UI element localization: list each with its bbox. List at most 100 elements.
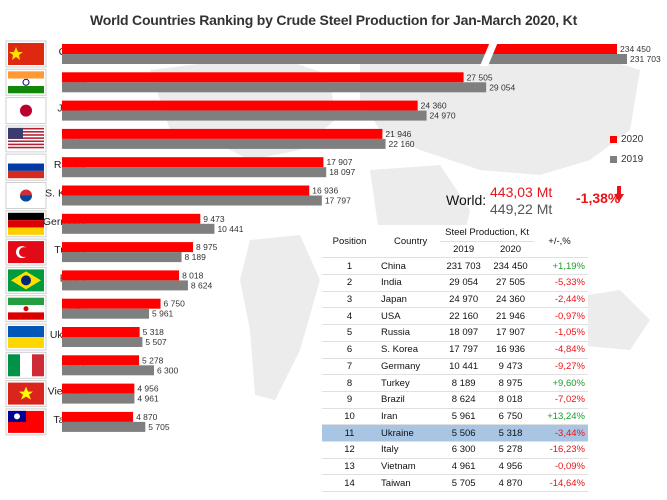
italy-flag-icon [5, 351, 47, 379]
data-label-2019: 10 441 [217, 224, 243, 234]
india-flag-icon [5, 68, 47, 96]
data-label-2020: 27 505 [467, 72, 493, 82]
data-label-2019: 8 189 [185, 252, 207, 262]
down-arrow-icon [614, 186, 624, 202]
table-row: 3 Japan 24 970 24 360 -2,44% [322, 291, 588, 309]
value-2019-cell: 5 705 [440, 474, 488, 492]
table-row: 12 Italy 6 300 5 278 -16,23% [322, 441, 588, 459]
bar-2020 [62, 72, 464, 83]
world-change: -1,38% [576, 190, 621, 206]
country-cell: Italy [377, 441, 441, 459]
data-label-2020: 5 278 [142, 355, 164, 365]
country-cell: Vietnam [377, 458, 441, 476]
value-2020-cell: 4 870 [487, 474, 534, 492]
bar-2019 [62, 337, 143, 347]
position-cell: 10 [322, 408, 378, 426]
data-label-2020: 17 907 [326, 157, 352, 167]
legend-label-2019: 2019 [621, 154, 644, 165]
bar-2019 [62, 82, 487, 93]
china-flag-icon [5, 40, 47, 68]
data-label-2019: 18 097 [329, 167, 355, 177]
value-2019-cell: 8 189 [440, 374, 488, 392]
country-cell: Germany [377, 358, 441, 376]
bar-2020 [62, 100, 418, 111]
value-2020-cell: 24 360 [487, 291, 534, 309]
world-total: World: 443,03 Mt 449,22 Mt [446, 182, 666, 220]
usa-flag-icon [5, 125, 47, 153]
data-label-2019: 24 970 [430, 111, 456, 121]
value-2019-cell: 17 797 [440, 341, 488, 359]
bar-2019 [62, 110, 427, 121]
axis-break [480, 42, 498, 66]
bar-2020 [62, 242, 194, 253]
value-2019-cell: 24 970 [440, 291, 488, 309]
data-label-2020: 4 870 [136, 412, 158, 422]
world-value-2019: 449,22 Mt [490, 201, 553, 217]
bar-2019 [62, 393, 135, 404]
bar-2020 [62, 185, 310, 196]
table-row: 1 China 231 703 234 450 +1,19% [322, 257, 588, 276]
value-2020-cell: 5 318 [487, 424, 534, 442]
brazil-flag-icon [5, 266, 47, 294]
data-label-2020: 5 318 [143, 327, 165, 337]
bar-2020 [62, 355, 140, 366]
japan-flag-icon [5, 97, 47, 125]
country-cell: S. Korea [377, 341, 441, 359]
value-2019-cell: 18 097 [440, 324, 488, 342]
table-row: 5 Russia 18 097 17 907 -1,05% [322, 324, 588, 342]
legend-swatch-2020 [610, 136, 617, 143]
table-row: 13 Vietnam 4 961 4 956 -0,09% [322, 458, 588, 476]
data-label-2019: 5 705 [148, 422, 170, 432]
value-2019-cell: 231 703 [440, 257, 488, 276]
data-label-2019: 17 797 [325, 196, 351, 206]
country-cell: Brazil [377, 391, 441, 409]
value-2020-cell: 21 946 [487, 307, 534, 326]
value-2020-cell: 6 750 [487, 408, 534, 426]
data-label-2020: 9 473 [203, 214, 225, 224]
value-2020-cell: 27 505 [487, 274, 534, 292]
value-2020-cell: 8 018 [487, 391, 534, 409]
ranking-table: Position Country Steel Production, Kt +/… [322, 225, 588, 492]
bar-2020 [62, 270, 180, 281]
country-cell: Turkey [377, 374, 441, 392]
position-cell: 8 [322, 374, 378, 392]
change-cell: -0,09% [533, 458, 588, 476]
russia-flag-icon [5, 153, 47, 181]
legend-swatch-2019 [610, 156, 617, 163]
table-row: 11 Ukraine 5 506 5 318 -3,44% [322, 424, 588, 442]
data-label-2019: 231 703 [630, 54, 661, 64]
bar-2019 [62, 138, 386, 149]
header-position: Position [322, 225, 378, 259]
data-label-2020: 234 450 [620, 44, 651, 54]
chart-title: World Countries Ranking by Crude Steel P… [89, 12, 578, 28]
value-2019-cell: 22 160 [440, 307, 488, 326]
data-label-2019: 22 160 [389, 139, 415, 149]
table-row: 4 USA 22 160 21 946 -0,97% [322, 307, 588, 326]
change-cell: +9,60% [533, 374, 588, 392]
value-2020-cell: 17 907 [487, 324, 534, 342]
position-cell: 13 [322, 458, 378, 476]
data-label-2019: 5 961 [152, 309, 174, 319]
change-cell: -14,64% [533, 474, 588, 492]
position-cell: 2 [322, 274, 378, 292]
value-2019-cell: 10 441 [440, 358, 488, 376]
bar-2019 [62, 54, 627, 64]
country-cell: Ukraine [377, 424, 441, 442]
value-2020-cell: 234 450 [487, 257, 534, 276]
data-label-2020: 6 750 [164, 299, 186, 309]
value-2019-cell: 8 624 [440, 391, 488, 409]
change-cell: -1,05% [533, 324, 588, 342]
bar-2020 [62, 213, 201, 224]
data-label-2020: 16 936 [312, 186, 338, 196]
table-row: 9 Brazil 8 624 8 018 -7,02% [322, 391, 588, 409]
country-cell: Taiwan [377, 474, 441, 492]
table-row: 10 Iran 5 961 6 750 +13,24% [322, 408, 588, 426]
value-2020-cell: 8 975 [487, 374, 534, 392]
change-cell: -2,44% [533, 291, 588, 309]
position-cell: 4 [322, 307, 378, 326]
data-label-2019: 4 961 [137, 394, 159, 404]
change-cell: -3,44% [533, 424, 588, 442]
bar-2020 [62, 44, 617, 54]
bar-2020 [62, 298, 161, 309]
